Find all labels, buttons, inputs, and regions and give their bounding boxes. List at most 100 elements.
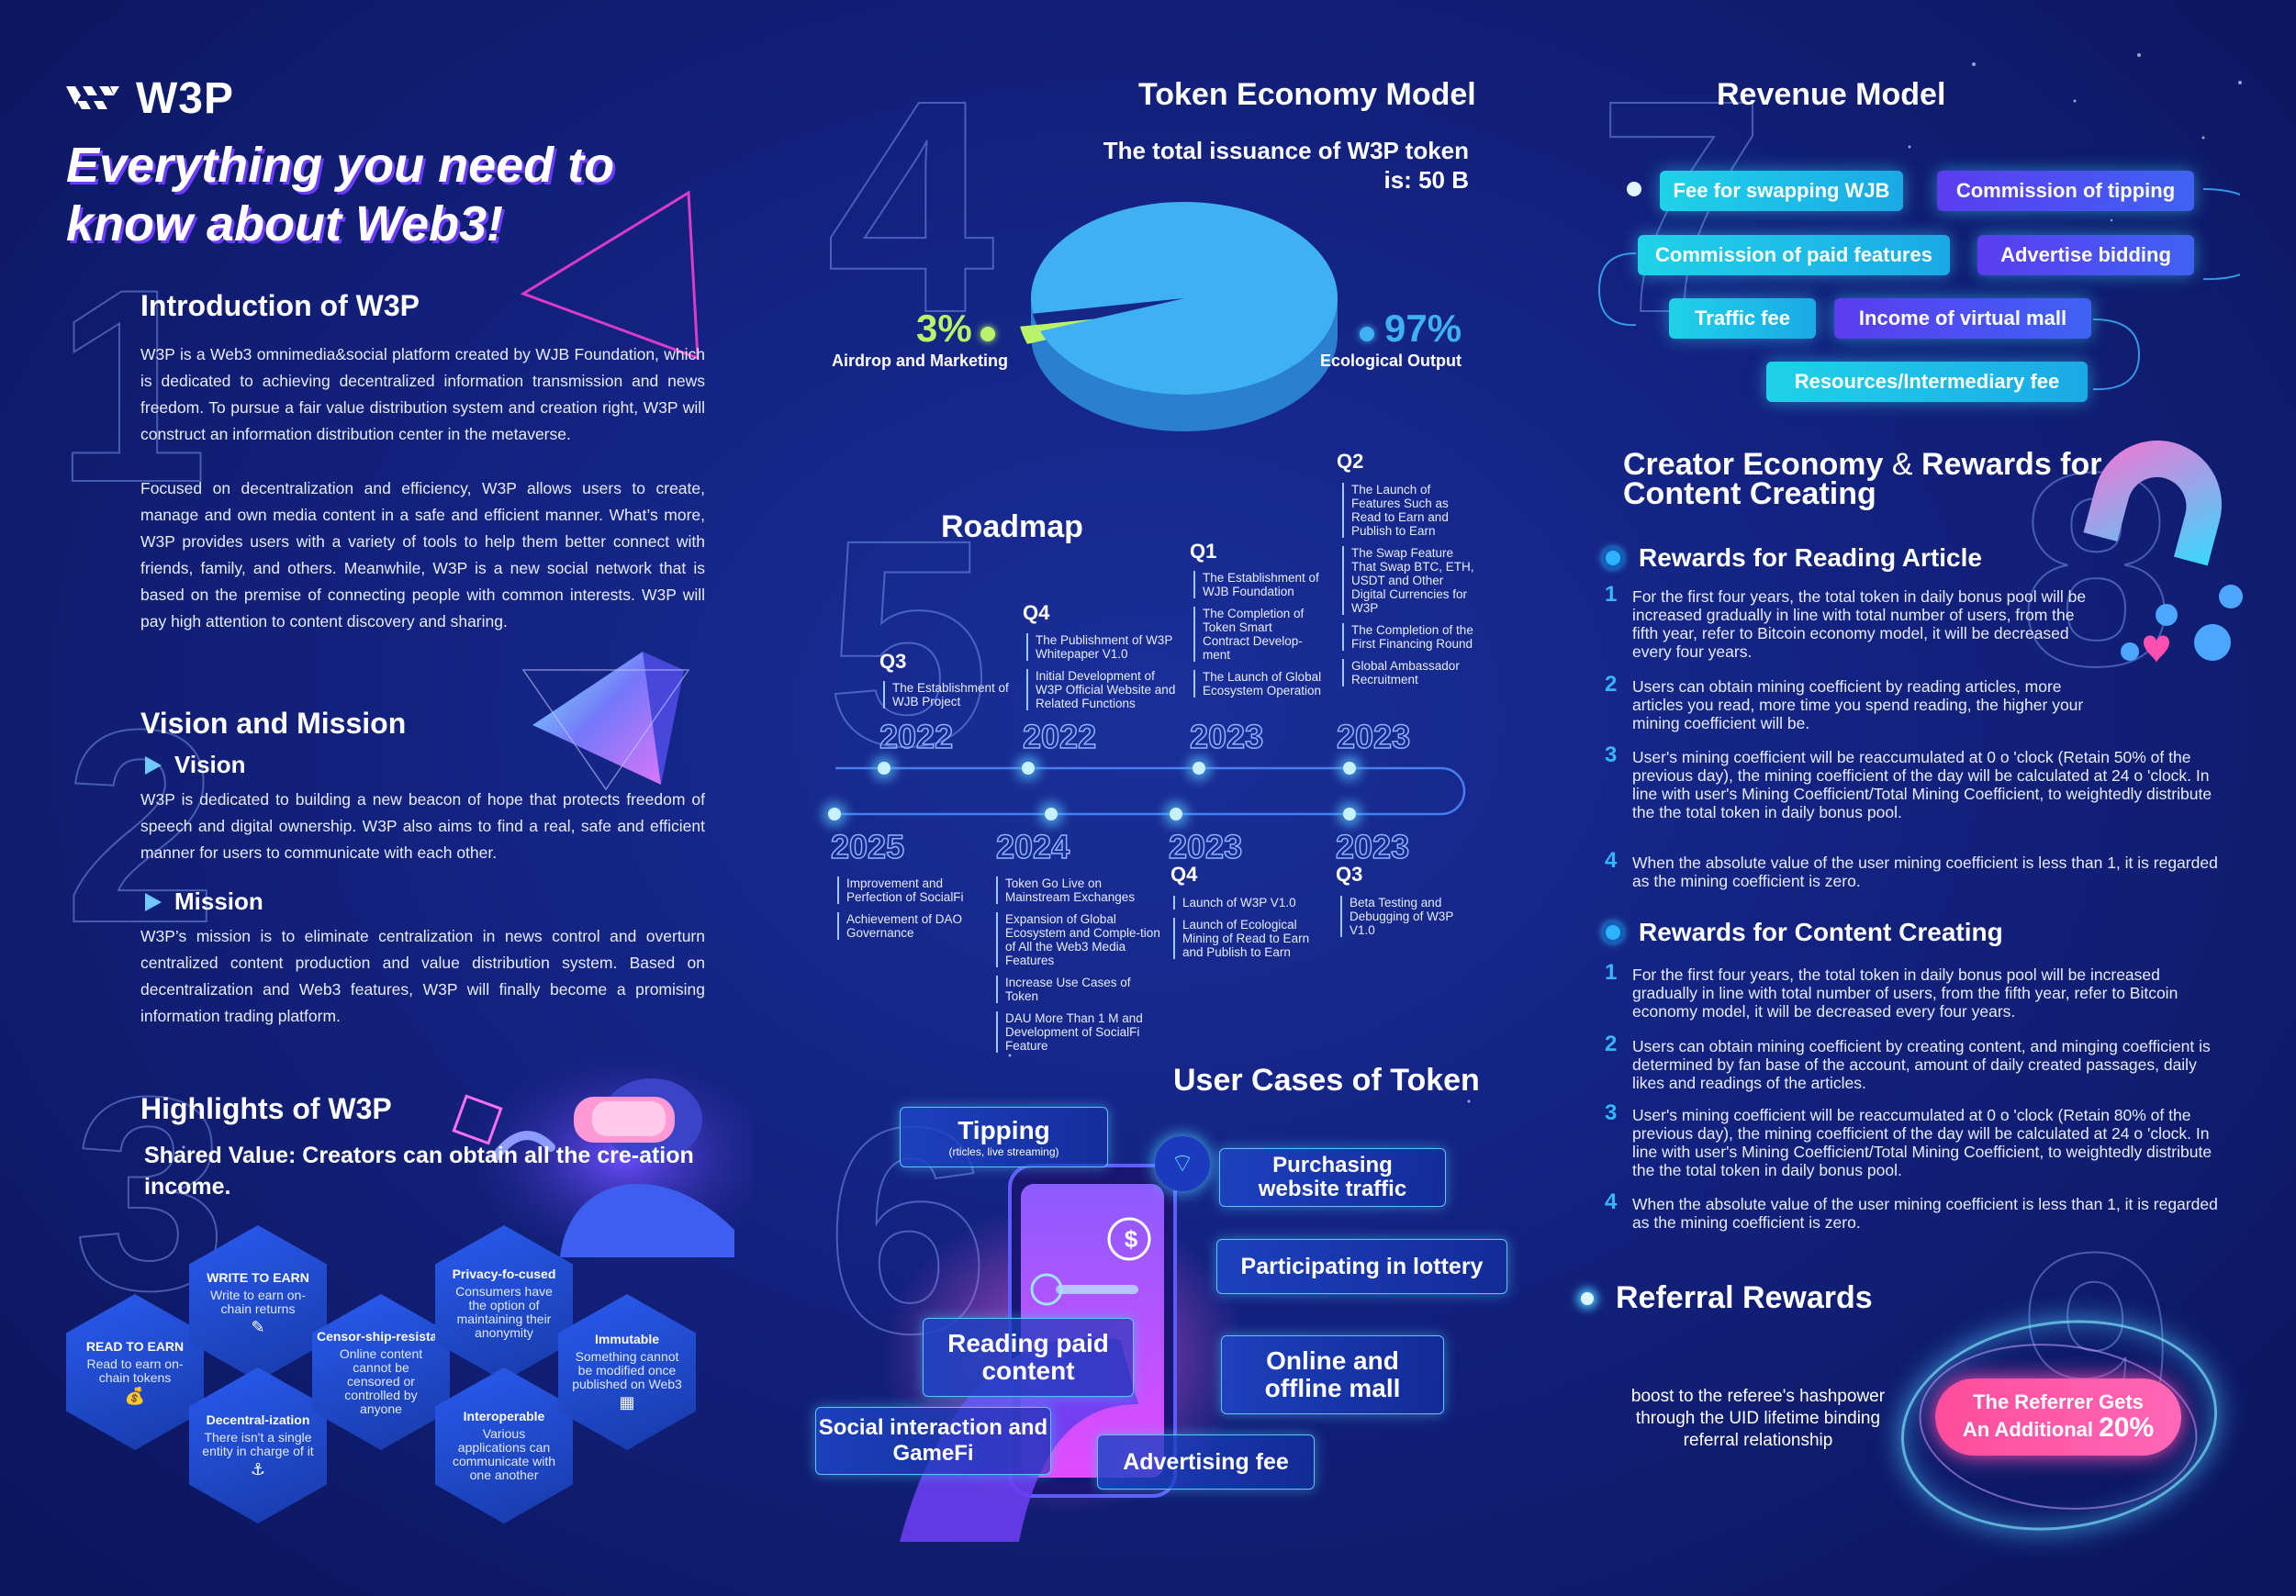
creating-rewards-heading: Rewards for Content Creating: [1602, 918, 2003, 947]
roadmap-quarter: Q3: [1336, 863, 1363, 886]
wifi-icon: ⌔: [1155, 1136, 1210, 1191]
play-triangle-icon: [145, 755, 162, 775]
roadmap-quarter: Q1: [1190, 540, 1217, 563]
mission-text: W3P’s mission is to eliminate centraliza…: [140, 927, 705, 1025]
bullet-circle-icon: [1602, 547, 1624, 569]
roadmap-quarter: Q2: [1337, 450, 1364, 473]
section-number-2: 2: [63, 672, 218, 980]
user-cases-title: User Cases of Token: [1173, 1063, 1480, 1098]
pie-label-ecological-dot: [1360, 327, 1374, 341]
roadmap-dot: [1022, 762, 1035, 775]
roadmap-items: Beta Testing and Debugging of W3P V1.0: [1340, 896, 1464, 945]
w3p-logo-icon: [66, 85, 119, 109]
main-headline: Everything you need to know about Web3!: [66, 136, 614, 253]
section-number-1: 1: [54, 231, 209, 540]
roadmap-dot: [828, 808, 841, 820]
hex-censorship-resistant: Censor-ship-resistan Online content cann…: [312, 1294, 450, 1450]
creating-reward-item: 3 User's mining coefficient will be reacc…: [1605, 1100, 2212, 1180]
brand-logo: W3P: [66, 73, 234, 124]
vision-title: Vision: [174, 751, 246, 778]
roadmap-dot: [1343, 762, 1356, 775]
anchor-icon: ⚓: [250, 1459, 266, 1479]
reading-reward-item: 3 User's mining coefficient will be reacc…: [1605, 742, 2212, 822]
hex-read-to-earn: READ TO EARN Read to earn on-chain token…: [66, 1294, 204, 1450]
use-case-purchasing: Purchasing website traffic: [1219, 1148, 1446, 1207]
roadmap-dot: [1045, 808, 1058, 820]
section-number-4: 4: [825, 37, 996, 375]
hex-write-to-earn: WRITE TO EARN Write to earn on-chain ret…: [189, 1225, 327, 1381]
reading-reward-item: 2 Users can obtain mining coefficient by …: [1605, 672, 2084, 733]
roadmap-year: 2023: [1336, 717, 1411, 756]
use-case-advertising: Advertising fee: [1097, 1434, 1315, 1490]
grid-icon: ▦: [619, 1393, 635, 1412]
roadmap-dot: [1170, 808, 1182, 820]
dollar-coin-icon: $: [1124, 1225, 1138, 1253]
money-bag-icon: 💰: [124, 1386, 146, 1405]
intro-paragraph-1: W3P is a Web3 omnimedia&social platform …: [140, 345, 705, 443]
revenue-item: Resources/Intermediary fee: [1766, 362, 2088, 402]
pie-label-airdrop-percent: 3%: [916, 307, 972, 350]
vision-heading: Vision: [145, 751, 246, 779]
creator-title: Creator Economy & Rewards for Content Cr…: [1623, 447, 2102, 511]
hex-privacy-focused: Privacy-fo-cused Consumers have the opti…: [435, 1225, 573, 1381]
reading-rewards-heading: Rewards for Reading Article: [1602, 543, 1982, 573]
roadmap-quarter: Q4: [1023, 601, 1050, 624]
hex-immutable: Immutable Something cannot be modified o…: [558, 1294, 696, 1450]
revenue-item: Traffic fee: [1669, 298, 1816, 339]
revenue-item: Commission of tipping: [1937, 171, 2194, 211]
glow-dot-icon: [1581, 1291, 1594, 1305]
token-economy-title: Token Economy Model: [1138, 77, 1476, 112]
roadmap-quarter: Q4: [1170, 863, 1198, 886]
vision-mission-title: Vision and Mission: [140, 707, 407, 740]
pie-side: [1031, 298, 1338, 431]
token-issuance-text: The total issuance of W3P token is: 50 B: [1103, 137, 1469, 194]
use-case-lottery: Participating in lottery: [1216, 1239, 1507, 1294]
roadmap-items: The Establishment of WJB Foundation The …: [1193, 571, 1322, 706]
neon-triangle-outline: [520, 190, 700, 361]
pen-icon: ✎: [251, 1317, 265, 1336]
pie-slice-ecological: [1031, 202, 1338, 395]
token-pie-chart: [1020, 202, 1338, 431]
roadmap-items: The Publishment of W3P Whitepaper V1.0 I…: [1026, 633, 1178, 719]
highlights-title: Highlights of W3P: [140, 1092, 392, 1125]
revenue-item: Advertise bidding: [1977, 235, 2194, 275]
roadmap-track: [835, 766, 1466, 816]
roadmap-quarter: Q3: [879, 650, 907, 673]
revenue-item: Income of virtual mall: [1834, 298, 2091, 339]
play-triangle-icon: [145, 892, 162, 911]
creating-reward-item: 4 When the absolute value of the user min…: [1605, 1189, 2218, 1233]
brand-logo-text: W3P: [136, 74, 235, 123]
section-number-5: 5: [825, 478, 991, 807]
creating-reward-item: 2 Users can obtain mining coefficient by …: [1605, 1032, 2211, 1093]
shared-value-text: Shared Value: Creators can obtain all th…: [144, 1143, 694, 1200]
intro-paragraph-2: Focused on decentralization and efficien…: [140, 479, 705, 631]
referral-badge: The Referrer Gets An Additional 20%: [1935, 1378, 2181, 1456]
intro-title: Introduction of W3P: [140, 289, 420, 322]
hex-interoperable: Interoperable Various applications can c…: [435, 1367, 573, 1523]
reading-reward-item: 4 When the absolute value of the user min…: [1605, 848, 2218, 891]
pie-label-ecological-percent: 97%: [1384, 307, 1462, 350]
mission-title: Mission: [174, 887, 263, 915]
magnet-emoji-illustration: [2083, 441, 2243, 663]
revenue-item: Commission of paid features: [1638, 235, 1950, 275]
roadmap-items: Token Go Live on Mainstream Exchanges Ex…: [996, 876, 1166, 1061]
roadmap-year: 2022: [879, 717, 954, 756]
roadmap-year: 2024: [995, 827, 1070, 866]
roadmap-items: Improvement and Perfection of SocialFi A…: [837, 876, 984, 948]
roadmap-items: Launch of W3P V1.0 Launch of Ecological …: [1173, 896, 1311, 967]
use-case-social: Social interaction and GameFi: [815, 1407, 1051, 1475]
vr-person-illustration: [452, 1051, 753, 1257]
roadmap-year: 2025: [830, 827, 905, 866]
pie-label-ecological: Ecological Output: [1320, 352, 1462, 370]
roadmap-title: Roadmap: [941, 509, 1083, 544]
headline-line-2: know about Web3!: [66, 196, 504, 251]
hex-decentralization: Decentral-ization There isn't a single e…: [189, 1367, 327, 1523]
roadmap-dot: [1343, 808, 1356, 820]
revenue-connectors: [1597, 182, 2240, 391]
roadmap-year: 2023: [1335, 827, 1410, 866]
pie-label-airdrop: Airdrop and Marketing: [832, 352, 1009, 370]
vision-text: W3P is dedicated to building a new beaco…: [140, 790, 705, 862]
roadmap-dot: [1193, 762, 1205, 775]
bullet-circle-icon: [1602, 921, 1624, 943]
